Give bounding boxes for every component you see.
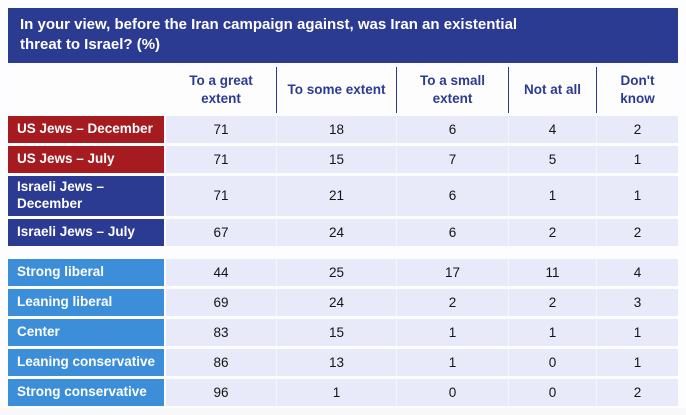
question-title-line2: threat to Israel? (%)	[20, 35, 161, 53]
data-cell: 0	[508, 348, 596, 376]
data-cell: 2	[508, 218, 596, 246]
question-title: In your view, before the Iran campaign a…	[8, 8, 678, 63]
table-row: Center 83 15 1 1 1	[8, 318, 678, 346]
data-cell: 96	[166, 378, 276, 406]
data-cell: 86	[166, 348, 276, 376]
data-cell: 6	[396, 115, 508, 143]
row-label: Israeli Jews – July	[8, 218, 166, 246]
data-cell: 1	[508, 318, 596, 346]
table-row: US Jews – December 71 18 6 4 2	[8, 115, 678, 143]
table-row: Leaning conservative 86 13 1 0 1	[8, 348, 678, 376]
table-row: US Jews – July 71 15 7 5 1	[8, 145, 678, 173]
column-header-small-extent: To a small extent	[396, 66, 508, 113]
data-cell: 71	[166, 145, 276, 173]
data-cell: 4	[596, 258, 678, 286]
data-cell: 1	[596, 348, 678, 376]
data-cell: 3	[596, 288, 678, 316]
row-label: Strong liberal	[8, 258, 166, 286]
data-cell: 15	[276, 318, 396, 346]
table-row: Strong liberal 44 25 17 11 4	[8, 258, 678, 286]
column-header-some-extent: To some extent	[276, 66, 396, 113]
data-cell: 24	[276, 218, 396, 246]
data-cell: 67	[166, 218, 276, 246]
data-cell: 7	[396, 145, 508, 173]
column-header-dont-know: Don't know	[596, 66, 678, 113]
question-title-line1: In your view, before the Iran campaign a…	[20, 16, 518, 33]
data-cell: 1	[596, 175, 678, 216]
data-cell: 0	[396, 378, 508, 406]
data-cell: 2	[596, 378, 678, 406]
row-label: Leaning conservative	[8, 348, 166, 376]
column-header-row: To a great extent To some extent To a sm…	[8, 66, 678, 113]
row-label: US Jews – December	[8, 115, 166, 143]
table-row: Strong conservative 96 1 0 0 2	[8, 378, 678, 406]
data-cell: 1	[276, 378, 396, 406]
row-label: Leaning liberal	[8, 288, 166, 316]
data-cell: 83	[166, 318, 276, 346]
column-header-great-extent: To a great extent	[189, 73, 253, 106]
data-cell: 1	[596, 318, 678, 346]
data-cell: 6	[396, 175, 508, 216]
row-label: Israeli Jews – December	[8, 175, 166, 216]
row-label: US Jews – July	[8, 145, 166, 173]
column-header-not-at-all: Not at all	[508, 66, 596, 113]
table-body: US Jews – December 71 18 6 4 2 US Jews – July 7…	[8, 115, 678, 406]
row-label: Strong conservative	[8, 378, 166, 406]
data-cell: 24	[276, 288, 396, 316]
data-cell: 25	[276, 258, 396, 286]
data-cell: 17	[396, 258, 508, 286]
data-cell: 4	[508, 115, 596, 143]
data-cell: 69	[166, 288, 276, 316]
data-cell: 11	[508, 258, 596, 286]
table-row: Israeli Jews – December 71 21 6 1 1	[8, 175, 678, 216]
data-cell: 2	[508, 288, 596, 316]
data-cell: 2	[396, 288, 508, 316]
data-cell: 2	[596, 218, 678, 246]
data-cell: 1	[596, 145, 678, 173]
table-row: Leaning liberal 69 24 2 2 3	[8, 288, 678, 316]
data-cell: 71	[166, 175, 276, 216]
bottom-margin	[0, 407, 686, 415]
data-cell: 1	[396, 318, 508, 346]
data-cell: 2	[596, 115, 678, 143]
data-cell: 21	[276, 175, 396, 216]
data-cell: 15	[276, 145, 396, 173]
data-cell: 0	[508, 378, 596, 406]
data-cell: 5	[508, 145, 596, 173]
data-cell: 71	[166, 115, 276, 143]
data-cell: 1	[508, 175, 596, 216]
data-cell: 6	[396, 218, 508, 246]
data-cell: 1	[396, 348, 508, 376]
data-cell: 18	[276, 115, 396, 143]
data-cell: 44	[166, 258, 276, 286]
table-row: Israeli Jews – July 67 24 6 2 2	[8, 218, 678, 246]
data-cell: 13	[276, 348, 396, 376]
corner-cell	[8, 67, 166, 113]
row-label: Center	[8, 318, 166, 346]
